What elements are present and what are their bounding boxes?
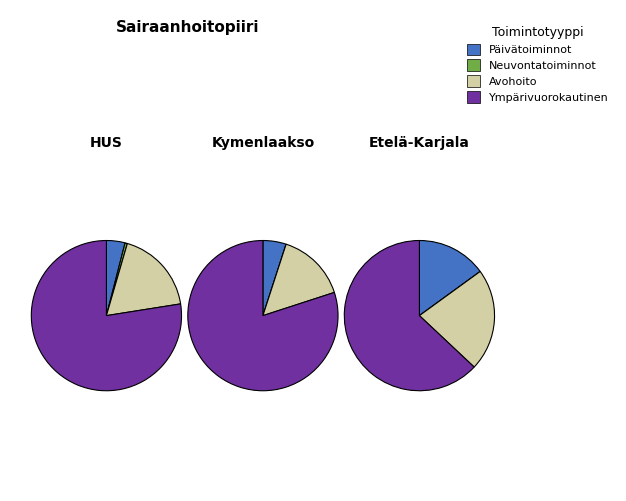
Text: Etelä-Karjala: Etelä-Karjala: [369, 136, 470, 150]
Wedge shape: [31, 240, 182, 391]
Wedge shape: [106, 240, 125, 316]
Legend: Päivätoiminnot, Neuvontatoiminnot, Avohoito, Ympärivuorokautinen: Päivätoiminnot, Neuvontatoiminnot, Avoho…: [461, 21, 614, 108]
Text: Kymenlaakso: Kymenlaakso: [212, 136, 314, 150]
Wedge shape: [106, 243, 127, 316]
Wedge shape: [344, 240, 474, 391]
Wedge shape: [263, 244, 286, 316]
Text: HUS: HUS: [90, 136, 123, 150]
Wedge shape: [419, 272, 495, 367]
Wedge shape: [419, 272, 480, 316]
Wedge shape: [263, 244, 334, 316]
Wedge shape: [106, 243, 181, 316]
Wedge shape: [263, 240, 286, 316]
Wedge shape: [419, 240, 480, 316]
Text: Sairaanhoitopiiri: Sairaanhoitopiiri: [116, 20, 260, 35]
Wedge shape: [188, 240, 338, 391]
